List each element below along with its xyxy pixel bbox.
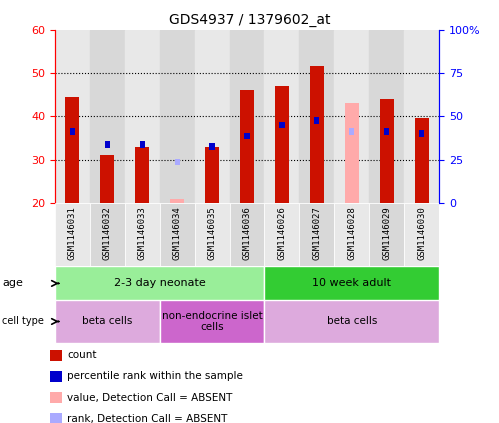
Bar <box>264 30 299 203</box>
Bar <box>125 30 160 203</box>
Bar <box>160 300 264 343</box>
Bar <box>195 30 230 203</box>
Bar <box>140 141 145 148</box>
Text: GSM1146027: GSM1146027 <box>312 206 321 260</box>
Text: GSM1146035: GSM1146035 <box>208 206 217 260</box>
Bar <box>70 128 75 135</box>
Bar <box>404 30 439 203</box>
Bar <box>175 159 180 165</box>
Bar <box>310 66 324 203</box>
Bar <box>419 130 424 137</box>
Bar <box>314 118 319 124</box>
Bar <box>334 203 369 266</box>
Bar <box>369 203 404 266</box>
Bar <box>230 203 264 266</box>
Text: GSM1146030: GSM1146030 <box>417 206 426 260</box>
Bar <box>349 128 354 135</box>
Text: non-endocrine islet
cells: non-endocrine islet cells <box>162 310 262 332</box>
Text: GDS4937 / 1379602_at: GDS4937 / 1379602_at <box>169 13 330 27</box>
Text: value, Detection Call = ABSENT: value, Detection Call = ABSENT <box>67 393 233 403</box>
Text: rank, Detection Call = ABSENT: rank, Detection Call = ABSENT <box>67 414 228 423</box>
Bar <box>55 300 160 343</box>
Bar <box>90 30 125 203</box>
Bar <box>279 122 284 128</box>
Text: beta cells: beta cells <box>82 316 132 327</box>
Bar <box>65 97 79 203</box>
Bar <box>245 132 250 139</box>
Bar <box>404 203 439 266</box>
Bar <box>100 155 114 203</box>
Bar <box>415 118 429 203</box>
Bar <box>264 266 439 300</box>
Bar <box>160 203 195 266</box>
Bar <box>170 199 184 203</box>
Bar <box>380 99 394 203</box>
Text: 2-3 day neonate: 2-3 day neonate <box>114 278 206 288</box>
Text: GSM1146033: GSM1146033 <box>138 206 147 260</box>
Text: GSM1146034: GSM1146034 <box>173 206 182 260</box>
Bar <box>135 147 149 203</box>
Bar <box>334 30 369 203</box>
Text: GSM1146036: GSM1146036 <box>243 206 251 260</box>
Bar <box>230 30 264 203</box>
Bar <box>240 91 254 203</box>
Bar <box>90 203 125 266</box>
Text: age: age <box>2 278 23 288</box>
Text: beta cells: beta cells <box>327 316 377 327</box>
Bar <box>264 300 439 343</box>
Text: 10 week adult: 10 week adult <box>312 278 391 288</box>
Bar <box>205 147 219 203</box>
Bar <box>264 203 299 266</box>
Bar <box>275 86 289 203</box>
Text: GSM1146029: GSM1146029 <box>382 206 391 260</box>
Text: GSM1146032: GSM1146032 <box>103 206 112 260</box>
Bar <box>55 203 90 266</box>
Bar <box>369 30 404 203</box>
Text: count: count <box>67 350 97 360</box>
Bar <box>55 266 264 300</box>
Text: percentile rank within the sample: percentile rank within the sample <box>67 371 243 382</box>
Bar <box>160 30 195 203</box>
Bar <box>195 203 230 266</box>
Text: GSM1146026: GSM1146026 <box>277 206 286 260</box>
Bar <box>299 30 334 203</box>
Bar <box>105 141 110 148</box>
Text: cell type: cell type <box>2 316 44 327</box>
Bar <box>125 203 160 266</box>
Text: GSM1146031: GSM1146031 <box>68 206 77 260</box>
Text: GSM1146028: GSM1146028 <box>347 206 356 260</box>
Bar <box>345 103 359 203</box>
Bar <box>55 30 90 203</box>
Bar <box>384 128 389 135</box>
Bar <box>210 143 215 150</box>
Bar <box>299 203 334 266</box>
